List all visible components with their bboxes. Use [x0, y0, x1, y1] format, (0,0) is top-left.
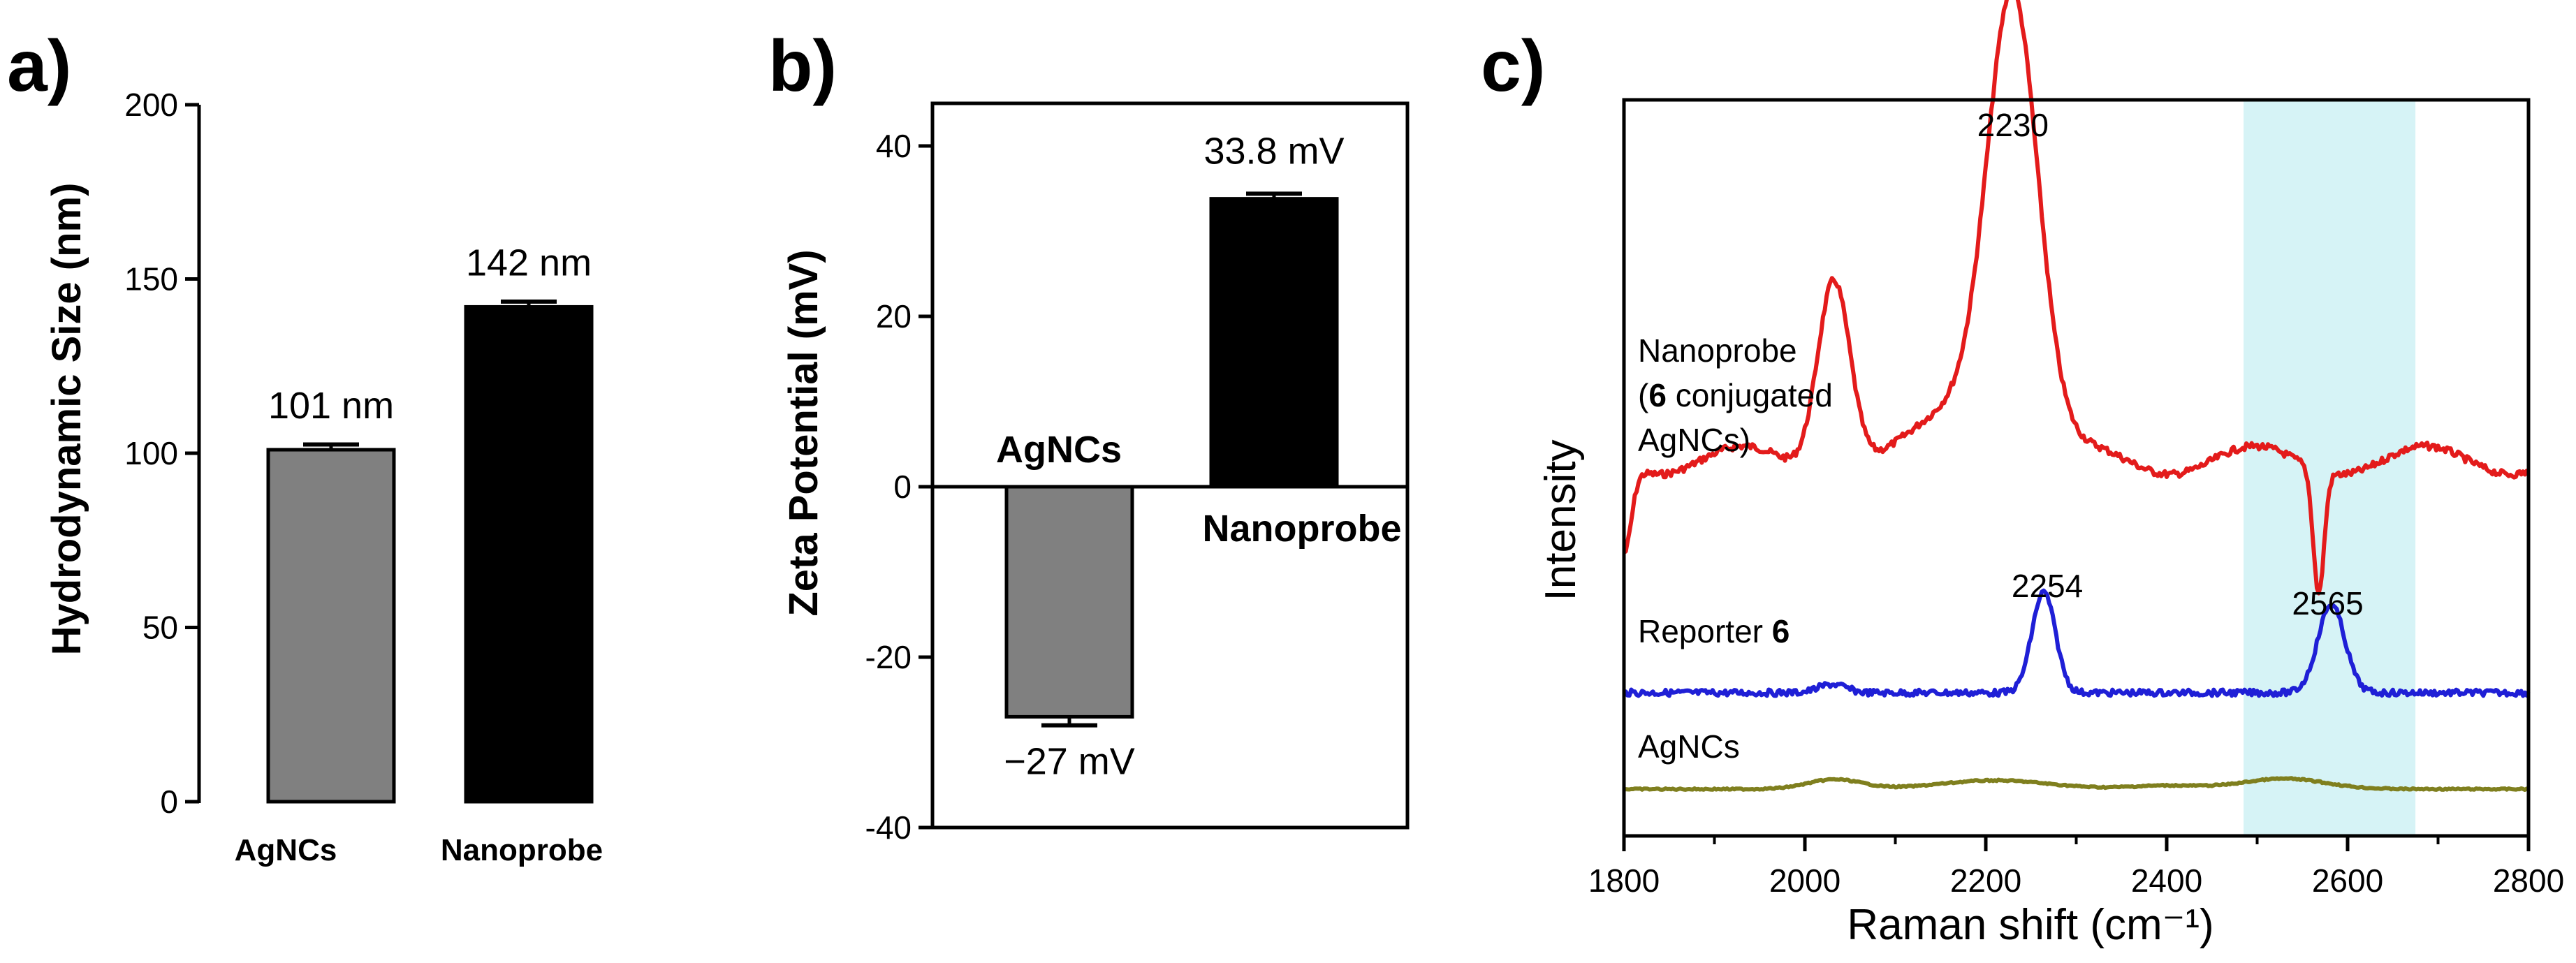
panel-b-frame: [930, 101, 1410, 830]
panel-b-category-label: AgNCs: [996, 429, 1122, 471]
panel-b-value-label: −27 mV: [1004, 741, 1135, 783]
panel-c-label-reporter-number: 6: [1772, 613, 1790, 649]
panel-c-xtick-label: 2600: [2312, 862, 2383, 899]
panel-b-ylabel: Zeta Potential (mV): [781, 249, 826, 616]
panel-b-bar-nanoprobe: [1209, 197, 1339, 489]
panel-a-ytick-label: 200: [124, 87, 178, 123]
panel-a-bar-agncs: [266, 448, 396, 804]
panel-c-xaxis: 1800 2000 2200 2400 2600 2800: [1588, 836, 2564, 899]
panel-b-value-label: 33.8 mV: [1203, 131, 1344, 172]
panel-a-bar-nanoprobe: [464, 304, 594, 804]
panel-c-label-reporter-text: Reporter: [1638, 613, 1772, 649]
panel-c-label-nanoprobe-line2: (6 conjugated: [1638, 377, 1833, 413]
panel-a-ytick-label: 0: [160, 784, 178, 820]
panel-c-label-nanoprobe-line3: AgNCs): [1638, 422, 1750, 458]
panel-a-ytick-label: 150: [124, 261, 178, 297]
panel-c-label-conjugated: conjugated: [1667, 377, 1833, 413]
panel-c-highlight-band: [2244, 100, 2416, 836]
panel-b-axes: -40 -20 0 20 40: [865, 101, 1410, 846]
panel-b: b) Zeta Potential (mV) -40 -20 0 20 40 −27 m…: [768, 26, 1410, 846]
panel-a-ylabel: Hydrodynamic Size (nm): [44, 183, 89, 656]
panel-c-spectrum-agncs: [1623, 776, 2529, 792]
panel-b-letter: b): [768, 26, 837, 107]
panel-c-xtick-label: 2200: [1950, 862, 2021, 899]
panel-b-ytick-label: 20: [876, 298, 912, 335]
panel-c-xtick-label: 2400: [2131, 862, 2202, 899]
panel-c-ylabel: Intensity: [1537, 440, 1585, 601]
panel-c-labels: Nanoprobe (6 conjugated AgNCs) Reporter 6 Ag…: [1638, 107, 2364, 765]
panel-c-label-bold-number: 6: [1648, 377, 1667, 413]
panel-a-bars: 101 nm AgNCs 142 nm Nanoprobe: [235, 242, 603, 867]
panel-a: a) Hydrodynamic Size (nm) 0 50 100 150 200 1…: [7, 26, 603, 867]
panel-c: c) 1800 2000 2200 2400 2600 2800 Raman shift …: [1481, 0, 2564, 949]
panel-a-letter: a): [7, 26, 71, 107]
panel-c-spectrum-nanoprobe: [1623, 0, 2529, 596]
panel-a-value-label: 142 nm: [466, 242, 592, 284]
panel-c-letter: c): [1481, 26, 1545, 107]
panel-a-value-label: 101 nm: [268, 385, 394, 427]
panel-c-label-agncs: AgNCs: [1638, 728, 1740, 765]
panel-c-spectra: [1623, 0, 2531, 792]
panel-b-category-label: Nanoprobe: [1202, 508, 1401, 550]
panel-c-xtick-label: 2000: [1769, 862, 1840, 899]
panel-c-peak-label-2565: 2565: [2292, 585, 2363, 622]
panel-a-category-label: AgNCs: [235, 833, 337, 867]
panel-b-bars: −27 mV AgNCs 33.8 mV Nanoprobe: [996, 131, 1402, 783]
panel-a-yaxis: 0 50 100 150 200: [124, 87, 201, 820]
panel-a-ytick-label: 50: [142, 610, 178, 646]
panel-b-ytick-label: 40: [876, 128, 912, 164]
panel-c-peak-label-2254: 2254: [2012, 568, 2083, 604]
panel-a-category-label: Nanoprobe: [441, 833, 603, 867]
panel-b-ytick-label: -40: [865, 809, 912, 846]
panel-c-xtick-label: 2800: [2493, 862, 2564, 899]
panel-a-ytick-label: 100: [124, 435, 178, 471]
panel-c-xtick-label: 1800: [1588, 862, 1660, 899]
panel-c-spectrum-reporter-6: [1623, 588, 2531, 698]
panel-c-label-paren: (: [1638, 377, 1649, 413]
panel-b-ytick-label: 0: [893, 469, 912, 505]
panel-c-peak-label-2230: 2230: [1977, 107, 2049, 143]
panel-b-ytick-label: -20: [865, 639, 912, 675]
panel-c-label-reporter: Reporter 6: [1638, 613, 1790, 649]
panel-c-label-nanoprobe-line1: Nanoprobe: [1638, 332, 1797, 369]
panel-b-bar-agncs: [1004, 485, 1134, 719]
panel-c-xlabel: Raman shift (cm⁻¹): [1847, 901, 2213, 949]
